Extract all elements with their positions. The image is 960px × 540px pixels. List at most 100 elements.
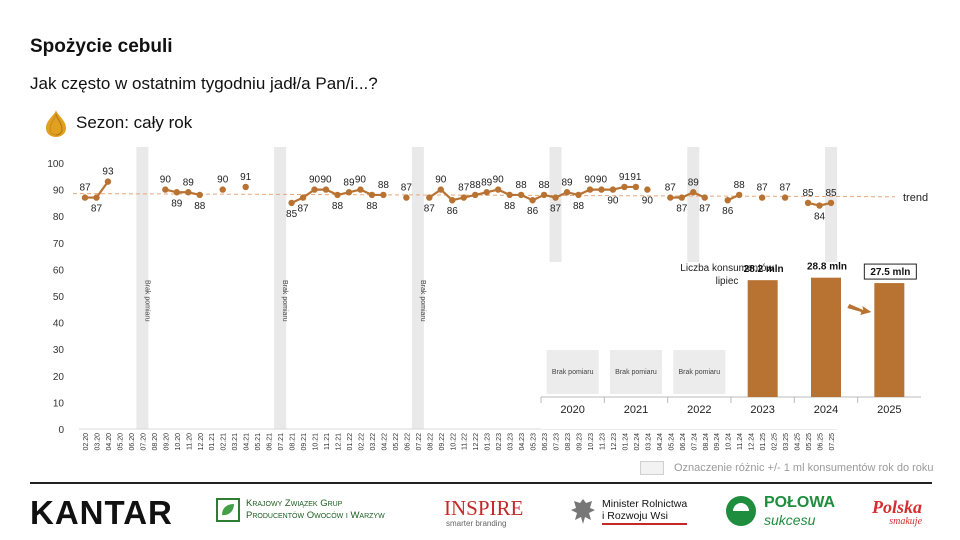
data-point: [345, 189, 353, 196]
data-point: [368, 191, 376, 199]
chart-title: Spożycie cebuli: [30, 36, 173, 57]
onion-icon: [46, 110, 66, 137]
data-label: 87: [297, 204, 309, 215]
x-tick-label: 09.24: [714, 433, 721, 451]
consumers-bar-panel: Liczba konsumentów lipiec 2020 Brak pomiaru…: [540, 262, 921, 429]
data-point: [472, 191, 479, 199]
x-tick-label: 04.22: [381, 433, 388, 451]
polska-smakuje-logo: Polska smakuje: [872, 498, 922, 527]
y-tick-label: 50: [53, 292, 65, 303]
data-label: 87: [424, 204, 436, 215]
kantar-logo: KANTAR: [30, 494, 173, 532]
x-tick-label: 02.21: [221, 433, 228, 451]
inspire-logo: INSPIRE smarter branding: [444, 497, 523, 528]
y-tick-label: 40: [53, 319, 65, 330]
x-tick-label: 02.25: [772, 433, 779, 451]
data-label: 91: [619, 172, 631, 183]
data-label: 90: [607, 196, 619, 207]
x-tick-label: 05.25: [806, 433, 813, 451]
y-tick-label: 90: [53, 186, 65, 197]
polowa-circle-icon: [726, 496, 756, 526]
x-tick-label: 07.21: [278, 433, 285, 451]
data-point: [529, 197, 536, 204]
y-tick-label: 70: [53, 239, 65, 250]
data-label: 86: [527, 206, 539, 217]
data-label: 90: [435, 175, 447, 186]
data-point: [701, 194, 708, 201]
data-label: 87: [458, 183, 470, 194]
eagle-emblem-icon: [571, 499, 595, 524]
data-point: [575, 191, 582, 199]
x-tick-label: 04.20: [106, 433, 113, 451]
data-label: 90: [160, 175, 172, 186]
polowa-sub: sukcesu: [764, 512, 816, 528]
x-tick-label: 04.24: [657, 433, 664, 451]
data-label: 90: [596, 175, 608, 186]
data-label: 85: [825, 188, 837, 199]
kzgpoiw-line1: Krajowy Związek Grup: [246, 498, 343, 509]
data-point: [93, 194, 100, 201]
data-point: [678, 194, 685, 201]
no-measurement-box: [673, 350, 726, 394]
data-label: 86: [722, 206, 734, 217]
data-point: [563, 189, 571, 196]
x-tick-label: 02.22: [358, 433, 365, 451]
x-tick-label: 10.20: [175, 433, 182, 451]
x-tick-label: 04.23: [519, 433, 526, 451]
data-point: [403, 194, 410, 201]
x-tick-label: 02.20: [83, 433, 90, 451]
x-tick-label: 07.24: [691, 433, 698, 451]
x-tick-label: 06.21: [267, 433, 274, 451]
data-point: [219, 186, 226, 193]
data-point: [517, 191, 525, 199]
x-tick-label: 12.22: [473, 433, 480, 451]
y-tick-label: 100: [47, 159, 64, 170]
data-label: 89: [561, 177, 573, 188]
x-tick-label: 05.24: [668, 433, 675, 451]
data-label: 85: [286, 209, 298, 220]
x-tick-label: 11.20: [186, 433, 193, 450]
no-measurement-label: Brak pomiaru: [143, 280, 150, 322]
x-tick-label: 01.23: [485, 433, 492, 451]
data-point: [506, 191, 513, 199]
bar-value-label: 28.2 mln: [744, 264, 784, 275]
kzgpoiw-line2: Producentów Owoców i Warzyw: [246, 510, 385, 521]
x-tick-label: 06.22: [404, 433, 411, 451]
x-tick-label: 04.21: [244, 433, 251, 451]
data-label: 88: [470, 180, 482, 191]
data-label: 88: [378, 180, 390, 191]
x-tick-label: 12.20: [198, 433, 205, 451]
data-point: [690, 189, 697, 196]
x-tick-label: 11.21: [324, 433, 331, 450]
x-tick-label: 05.21: [255, 433, 262, 451]
bar-value-label: Brak pomiaru: [615, 369, 657, 376]
data-label: 93: [102, 167, 114, 178]
y-tick-label: 80: [53, 212, 65, 223]
data-point: [322, 186, 330, 193]
x-tick-label: 12.24: [749, 433, 756, 451]
no-measurement-band: [136, 147, 149, 429]
x-tick-label: 05.22: [393, 433, 400, 451]
inspire-logo-sub: smarter branding: [446, 519, 507, 528]
data-point: [621, 183, 628, 191]
x-tick-label: 09.23: [577, 433, 584, 451]
data-point: [104, 178, 112, 185]
series-line: [670, 191, 706, 199]
data-label: 89: [183, 177, 195, 188]
data-label: 90: [309, 175, 321, 186]
y-tick-label: 0: [58, 425, 64, 436]
x-tick-label: 01.25: [760, 433, 767, 451]
data-point: [816, 202, 823, 209]
data-point: [494, 186, 502, 193]
data-label: 89: [343, 177, 355, 188]
data-label: 91: [240, 172, 252, 183]
y-tick-label: 30: [53, 345, 65, 356]
data-label: 88: [516, 180, 528, 191]
highlight-label-box: [863, 263, 917, 280]
data-point: [540, 191, 548, 199]
data-point: [185, 189, 192, 196]
data-point: [804, 199, 812, 207]
x-tick-label: 12.21: [335, 433, 342, 451]
bar-value-label: Brak pomiaru: [552, 369, 594, 376]
no-measurement-label: Brak pomiaru: [281, 280, 288, 322]
